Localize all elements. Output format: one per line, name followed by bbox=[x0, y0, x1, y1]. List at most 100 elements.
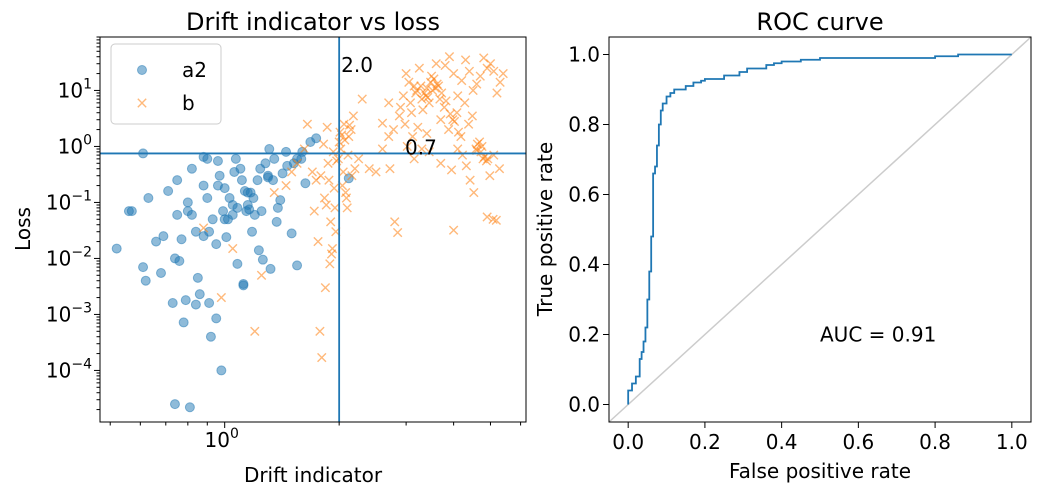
legend-marker-a2 bbox=[137, 65, 147, 75]
point-b bbox=[256, 270, 267, 280]
x-tick-label: 0.2 bbox=[689, 430, 721, 454]
point-b bbox=[492, 88, 502, 98]
point-a2 bbox=[221, 232, 232, 243]
point-b bbox=[409, 154, 419, 164]
point-b bbox=[309, 206, 319, 216]
point-b bbox=[250, 326, 260, 336]
point-b bbox=[468, 85, 478, 96]
point-b bbox=[489, 66, 499, 76]
point-b bbox=[411, 88, 421, 98]
point-b bbox=[336, 144, 346, 154]
point-b bbox=[325, 259, 335, 269]
point-b bbox=[488, 214, 498, 224]
point-a2 bbox=[207, 214, 218, 225]
point-a2 bbox=[151, 236, 162, 247]
point-b bbox=[495, 77, 505, 87]
point-b bbox=[316, 171, 326, 181]
point-a2 bbox=[271, 216, 282, 227]
point-a2 bbox=[227, 209, 238, 220]
point-b bbox=[340, 135, 350, 145]
point-b bbox=[402, 141, 412, 152]
point-a2 bbox=[158, 231, 169, 242]
point-b bbox=[423, 92, 433, 103]
point-a2 bbox=[169, 399, 180, 410]
plot-area: 2.0 0.7 bbox=[100, 37, 526, 422]
point-b bbox=[405, 98, 416, 108]
point-b bbox=[491, 215, 502, 225]
point-a2 bbox=[232, 202, 243, 213]
point-a2 bbox=[257, 254, 268, 265]
legend-label-b: b bbox=[182, 91, 195, 115]
point-b bbox=[483, 154, 493, 164]
point-b bbox=[371, 167, 381, 177]
roc-curve bbox=[627, 53, 1012, 405]
chart-title: ROC curve bbox=[756, 8, 883, 36]
point-b bbox=[315, 326, 325, 336]
point-a2 bbox=[182, 197, 193, 208]
point-a2 bbox=[238, 280, 249, 291]
point-b bbox=[443, 124, 454, 135]
y-axis-label: Loss bbox=[11, 207, 35, 251]
point-b bbox=[436, 115, 446, 125]
point-b bbox=[489, 150, 499, 160]
x-tick-label: 0.6 bbox=[842, 430, 874, 454]
point-a2 bbox=[216, 365, 227, 376]
point-b bbox=[422, 128, 432, 139]
point-b bbox=[269, 187, 279, 198]
point-a2 bbox=[194, 289, 205, 300]
point-b bbox=[407, 131, 418, 142]
point-a2 bbox=[190, 299, 201, 310]
point-a2 bbox=[192, 272, 203, 283]
point-b bbox=[353, 154, 364, 164]
point-b bbox=[444, 52, 455, 62]
y-tick-label: 10−1 bbox=[46, 188, 92, 214]
point-a2 bbox=[204, 298, 215, 309]
scatter-chart: Drift indicator vs loss 2.0 0.7 101 100 10−… bbox=[11, 8, 527, 487]
point-a2 bbox=[174, 255, 185, 266]
legend-marker-b bbox=[137, 98, 147, 108]
point-b bbox=[216, 292, 227, 303]
point-b bbox=[322, 122, 332, 132]
point-b bbox=[461, 161, 472, 171]
y-tick-label: 10−3 bbox=[46, 300, 92, 326]
point-b bbox=[456, 75, 467, 86]
point-a2 bbox=[178, 317, 189, 328]
point-a2 bbox=[252, 175, 263, 186]
point-b bbox=[475, 71, 485, 81]
point-b bbox=[485, 171, 495, 181]
point-b bbox=[482, 63, 492, 73]
x-axis-label: Drift indicator bbox=[244, 463, 383, 487]
point-b bbox=[228, 243, 238, 254]
point-a2 bbox=[176, 234, 187, 245]
point-b bbox=[324, 175, 334, 185]
point-b bbox=[395, 102, 406, 112]
point-b bbox=[326, 249, 337, 259]
point-b bbox=[320, 283, 331, 293]
point-b bbox=[445, 109, 455, 119]
point-b bbox=[422, 83, 432, 93]
y-tick-label: 0.6 bbox=[568, 183, 600, 207]
y-tick-label: 0.2 bbox=[568, 323, 600, 347]
point-b bbox=[436, 158, 446, 168]
point-b bbox=[431, 59, 441, 69]
point-a2 bbox=[277, 168, 288, 179]
legend: a2 b bbox=[110, 43, 222, 125]
point-b bbox=[328, 147, 338, 157]
point-a2 bbox=[236, 175, 247, 186]
point-b bbox=[343, 150, 353, 160]
point-b bbox=[338, 167, 348, 177]
point-b bbox=[417, 144, 427, 154]
point-b bbox=[307, 167, 318, 177]
point-b bbox=[498, 68, 508, 79]
point-b bbox=[446, 165, 457, 175]
point-a2 bbox=[123, 206, 134, 217]
y-tick-label: 0.4 bbox=[568, 253, 600, 277]
point-b bbox=[467, 111, 478, 121]
y-tick-label: 101 bbox=[58, 76, 92, 102]
point-b bbox=[436, 88, 447, 98]
point-b bbox=[385, 164, 395, 174]
point-a2 bbox=[230, 153, 241, 164]
point-a2 bbox=[265, 263, 276, 274]
point-a2 bbox=[264, 143, 275, 154]
point-b bbox=[321, 200, 331, 210]
